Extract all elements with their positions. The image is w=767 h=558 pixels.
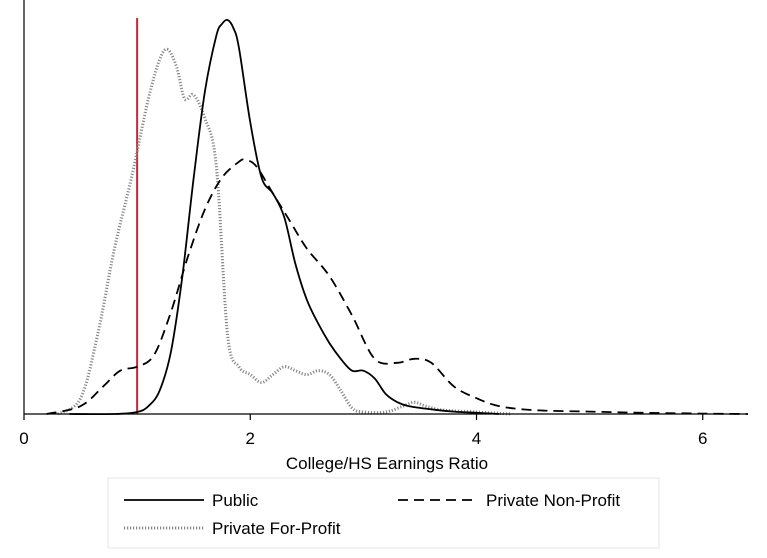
series-line-public xyxy=(69,18,500,416)
x-tick-label: 6 xyxy=(698,429,707,448)
x-tick-label: 2 xyxy=(246,429,255,448)
x-axis-label: College/HS Earnings Ratio xyxy=(286,454,488,473)
x-tick-label: 4 xyxy=(472,429,481,448)
legend-label: Public xyxy=(212,491,259,510)
legend-label: Private For-Profit xyxy=(212,519,341,538)
series-line-private-non-profit xyxy=(46,158,749,415)
legend: Public Private Non-Profit Private For-Prof… xyxy=(107,477,660,549)
series-line-private-for-profit xyxy=(57,47,511,416)
x-tick-label: 0 xyxy=(19,429,28,448)
legend-label: Private Non-Profit xyxy=(486,491,620,510)
plot-area xyxy=(46,18,749,416)
legend-box xyxy=(107,477,660,549)
axes: 0 2 4 6 xyxy=(19,0,748,448)
